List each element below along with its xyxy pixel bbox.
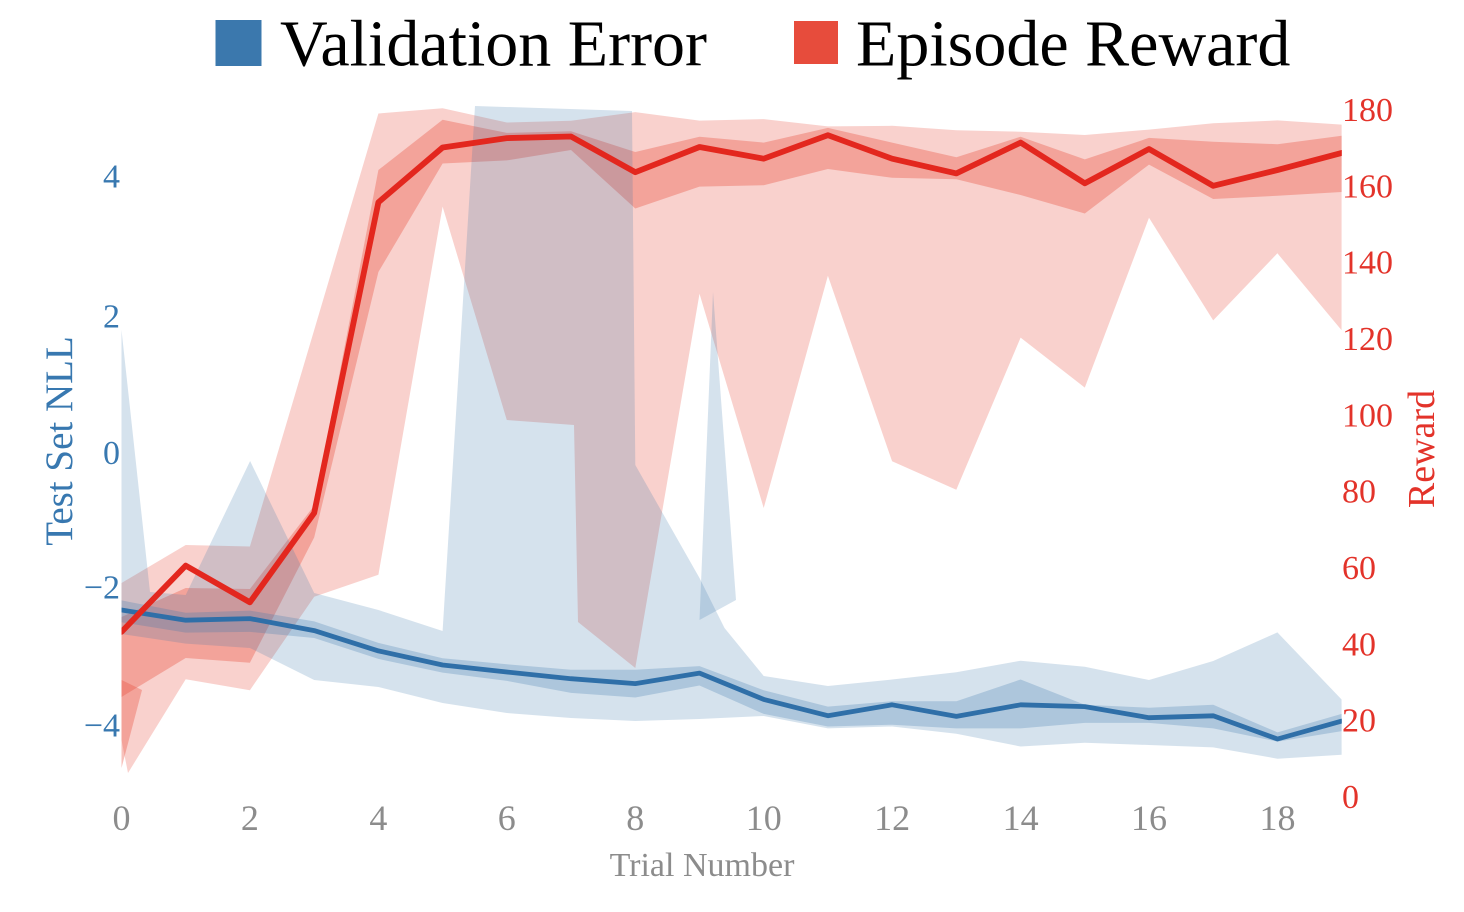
svg-text:18: 18 (1260, 798, 1296, 838)
svg-text:4: 4 (369, 798, 387, 838)
svg-text:40: 40 (1342, 626, 1376, 663)
svg-text:20: 20 (1342, 703, 1376, 740)
svg-text:80: 80 (1342, 474, 1376, 511)
svg-text:2: 2 (103, 298, 120, 335)
svg-text:4: 4 (103, 159, 120, 196)
svg-text:100: 100 (1342, 397, 1393, 434)
svg-text:Reward: Reward (1401, 390, 1443, 508)
svg-text:0: 0 (1342, 779, 1359, 816)
svg-text:Test Set NLL: Test Set NLL (38, 336, 81, 546)
svg-text:−4: −4 (84, 708, 120, 745)
svg-text:6: 6 (498, 798, 516, 838)
svg-text:Validation Error: Validation Error (280, 8, 707, 81)
svg-text:160: 160 (1342, 168, 1393, 205)
svg-text:180: 180 (1342, 92, 1393, 129)
svg-text:−2: −2 (84, 569, 120, 606)
svg-text:120: 120 (1342, 321, 1393, 358)
svg-text:60: 60 (1342, 550, 1376, 587)
svg-text:14: 14 (1003, 798, 1039, 838)
svg-text:140: 140 (1342, 245, 1393, 282)
svg-text:0: 0 (113, 798, 131, 838)
svg-text:10: 10 (746, 798, 782, 838)
svg-text:0: 0 (103, 435, 120, 472)
svg-text:8: 8 (626, 798, 644, 838)
svg-text:16: 16 (1131, 798, 1167, 838)
svg-text:2: 2 (241, 798, 259, 838)
svg-text:12: 12 (874, 798, 910, 838)
svg-text:Trial Number: Trial Number (610, 847, 795, 884)
svg-text:Episode Reward: Episode Reward (856, 8, 1290, 81)
